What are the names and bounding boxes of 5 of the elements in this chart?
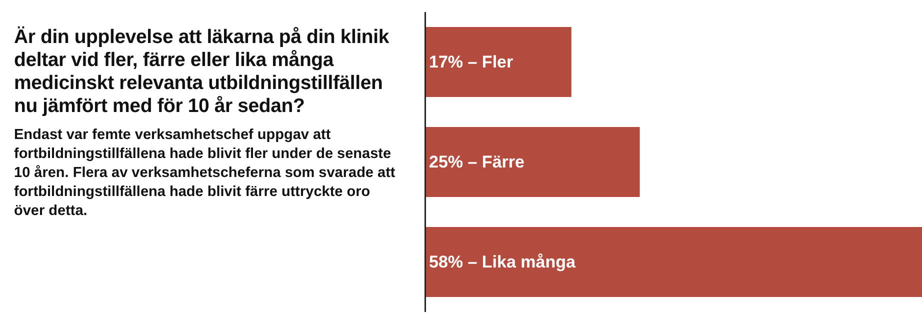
data-label: 17% – Fler [429, 52, 514, 72]
data-label: 25% – Färre [429, 152, 524, 172]
text: Endast var femte verksamhetschef uppgav att fortbildningstillfällena hade blivit fler under de senaste 10 åren. Flera av verksamhetscheferna som svarade att fortbildningstillfällena hade blivit färre uttryckte oro över detta. [14, 126, 396, 221]
data-label: 58% – Lika många [429, 252, 576, 272]
text: Är din upplevelse att läkarna på din klinik deltar vid fler, färre eller lika många medicinskt relevanta utbildningstillfällen nu jämfört med för 10 år sedan? [14, 26, 390, 118]
